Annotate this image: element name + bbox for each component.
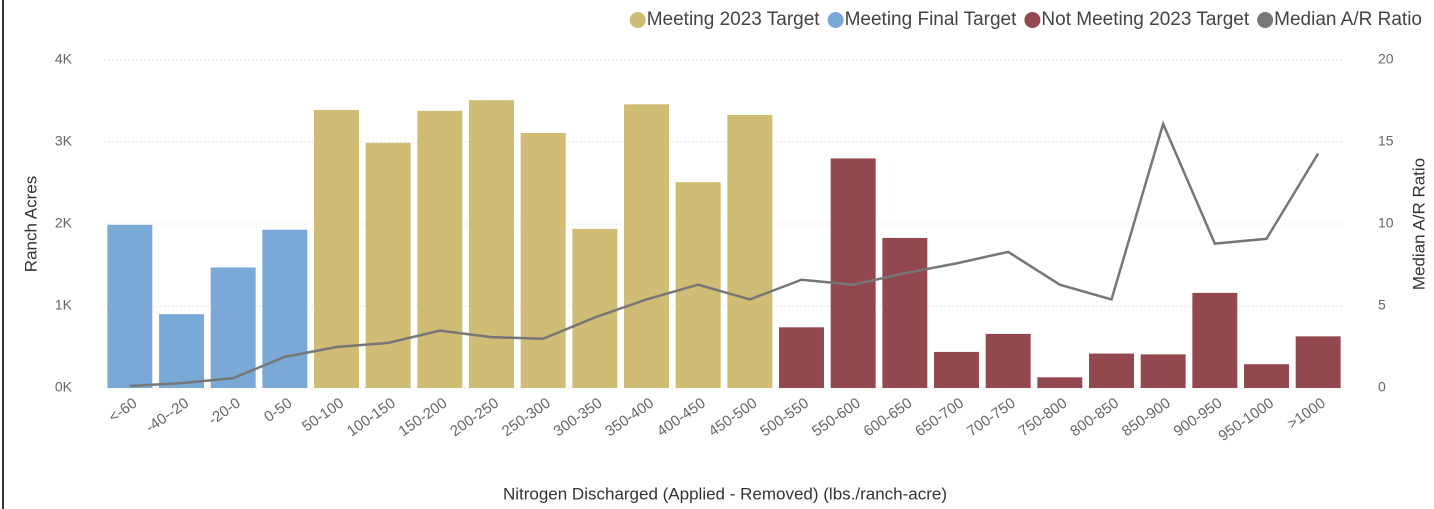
bar [314,110,359,389]
x-tick-label: 800-850 [1067,395,1122,441]
y-tick-label: 4K [55,51,73,67]
legend-swatch [827,12,844,28]
bar [934,351,979,388]
x-tick-label: 300-350 [551,395,606,441]
y2-tick-label: 20 [1378,51,1394,67]
x-tick-label: 250-300 [499,395,554,441]
bar [624,104,669,388]
bar [882,237,928,388]
bar [107,224,153,388]
legend-swatch [1024,12,1041,28]
y2-tick-label: 0 [1378,379,1386,395]
x-tick-label: -20-0 [205,395,243,429]
x-tick-label: 750-800 [1016,395,1071,441]
legend-label: Not Meeting 2023 Target [1041,9,1249,30]
x-tick-label: >1000 [1284,395,1328,433]
y2-axis-title: Median A/R Ratio [1409,158,1428,290]
bar [520,132,566,388]
legend-label: Median A/R Ratio [1274,9,1422,30]
x-tick-label: 100-150 [344,395,399,441]
legend: Median A/R Ratio Not Meeting 2023 Target M… [629,9,1422,30]
bar [1295,336,1341,388]
x-tick-label: 200-250 [447,395,502,441]
x-tick-label: 950-1000 [1215,395,1277,445]
x-tick-label: 600-650 [861,395,916,441]
x-tick-label: 350-400 [602,395,657,441]
y-axis-title: Ranch Acres [21,176,40,272]
bar [985,333,1031,388]
y-tick-label: 1K [55,297,73,313]
x-tick-label: 650-700 [912,395,967,441]
legend-label: Meeting Final Target [845,9,1018,30]
x-tick-label: 450-500 [706,395,761,441]
x-axis-title: Nitrogen Discharged (Applied - Removed) … [503,484,947,503]
x-tick-label: 850-900 [1119,395,1174,441]
x-tick-label: 50-100 [299,395,347,436]
bar [572,228,618,388]
bar [1140,354,1186,388]
bar [1192,292,1238,388]
bar [830,158,876,388]
bar [1244,364,1289,388]
line [129,120,1320,388]
x-tick-label: 150-200 [396,395,451,441]
x-tick-label: 700-750 [964,395,1019,441]
bar [262,229,308,388]
bar [1037,377,1083,388]
y2-tick-label: 15 [1378,133,1394,149]
x-tick-label: 500-550 [757,395,812,441]
legend-swatch [629,12,646,28]
x-tick-label: <-60 [106,395,141,426]
legend-label: Meeting 2023 Target [647,9,821,30]
bar [210,267,256,388]
y-tick-label: 0K [55,379,73,395]
x-tick-label: 400-450 [654,395,709,441]
bar [469,100,514,389]
x-tick-label: 550-600 [809,395,864,441]
y2-tick-label: 5 [1378,297,1386,313]
legend-swatch [1257,12,1274,28]
bar [417,110,463,388]
y-tick-label: 2K [55,215,73,231]
y2-tick-label: 10 [1378,215,1394,231]
y-tick-label: 3K [55,133,73,149]
x-tick-label: -40--20 [143,395,192,437]
bar [1089,353,1134,388]
bar [159,314,204,388]
bar [365,142,411,388]
bar [727,114,773,388]
x-tick-label: 0-50 [261,395,295,426]
bar [779,327,824,388]
